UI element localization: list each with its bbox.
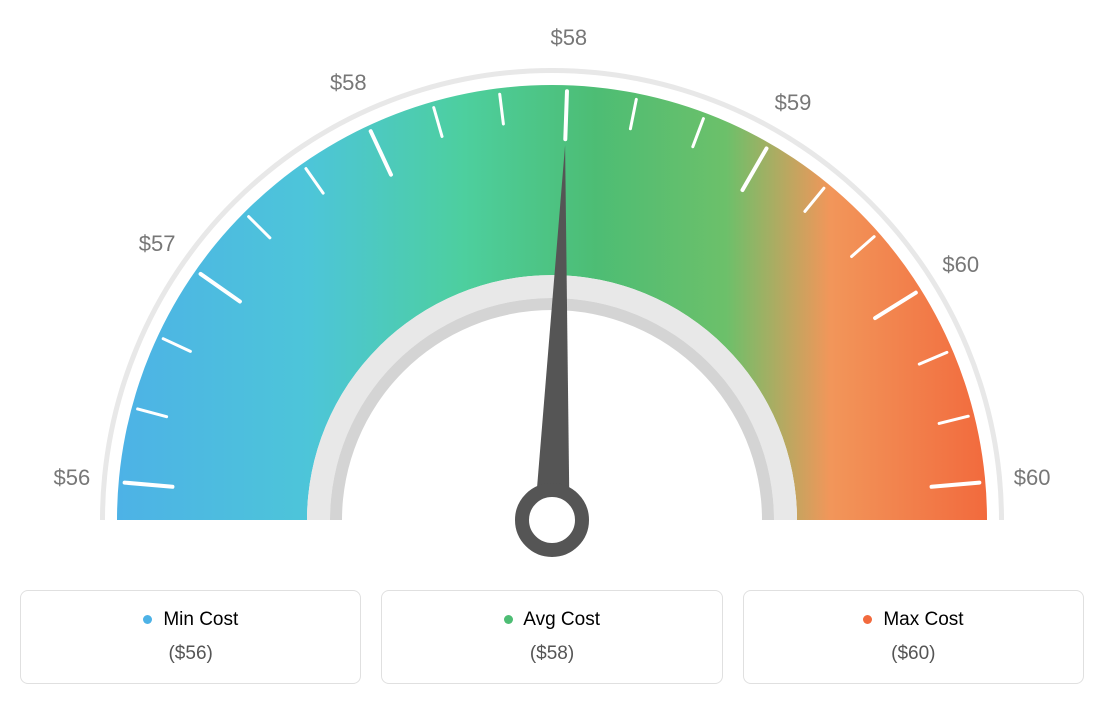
gauge-chart: $56 $57 $58 $58 $59 $60 $60	[20, 20, 1084, 580]
gauge-tick-label: $60	[1014, 465, 1051, 491]
legend-max-value: ($60)	[754, 643, 1073, 665]
legend-max: Max Cost ($60)	[743, 590, 1084, 684]
legend-avg: Avg Cost ($58)	[381, 590, 722, 684]
gauge-tick-label: $58	[550, 25, 587, 51]
gauge-tick-label: $59	[775, 90, 812, 116]
legend-min-label: Min Cost	[163, 609, 238, 630]
dot-min	[143, 615, 152, 624]
legend-avg-label: Avg Cost	[523, 609, 600, 630]
dot-max	[863, 615, 872, 624]
legend-max-label: Max Cost	[883, 609, 963, 630]
gauge-tick-label: $57	[139, 231, 176, 257]
gauge-tick-label: $60	[942, 252, 979, 278]
legend-avg-value: ($58)	[392, 643, 711, 665]
legend-min-value: ($56)	[31, 643, 350, 665]
gauge-tick-label: $58	[330, 70, 367, 96]
legend-min: Min Cost ($56)	[20, 590, 361, 684]
legend-row: Min Cost ($56) Avg Cost ($58) Max Cost (…	[20, 590, 1084, 684]
dot-avg	[504, 615, 513, 624]
gauge-tick-label: $56	[53, 465, 90, 491]
